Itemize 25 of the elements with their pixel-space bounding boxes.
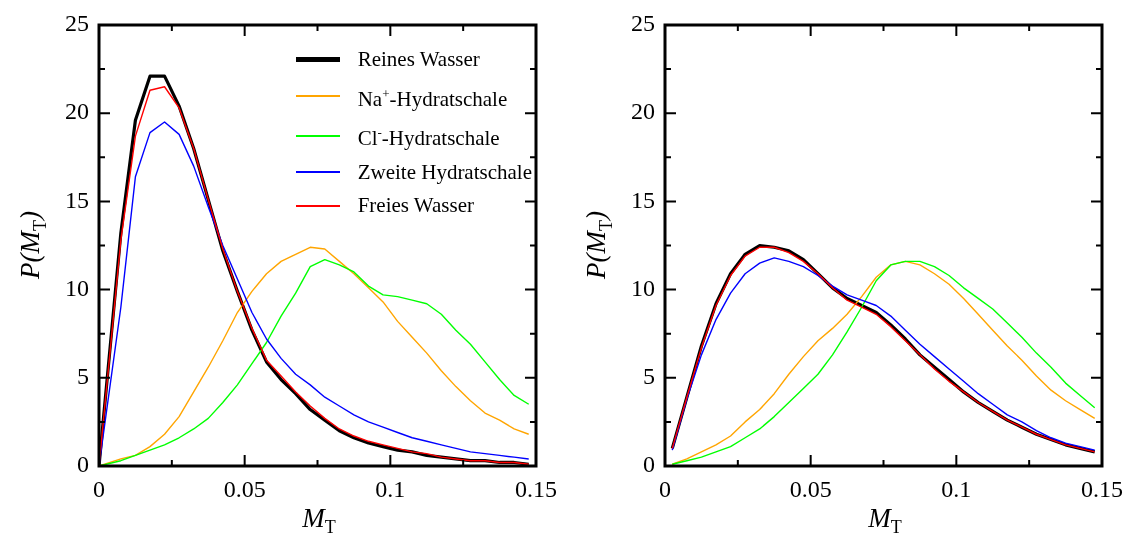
y-tick-label: 5 xyxy=(643,363,655,390)
x-axis-title: M$_{T}$ xyxy=(302,503,336,539)
legend-label: Freies Wasser xyxy=(357,192,474,219)
x-tick-label: 0.1 xyxy=(941,475,972,502)
x-axis-title: M$_{T}$ xyxy=(868,503,902,539)
x-tick-label: 0.05 xyxy=(223,475,266,502)
x-tick-label: 0.1 xyxy=(375,475,406,502)
legend-label: Zweite Hydratschale xyxy=(357,158,532,186)
legend-label: Na$^{+}$-Hydratschale xyxy=(357,84,508,113)
y-tick-label: 20 xyxy=(65,98,89,125)
y-tick-label: 0 xyxy=(77,451,89,478)
x-tick-label: 0.05 xyxy=(789,475,832,502)
y-tick-label: 0 xyxy=(643,451,655,478)
legend-label: Reines Wasser xyxy=(357,46,480,73)
y-tick-label: 15 xyxy=(631,186,655,213)
y-tick-label: 15 xyxy=(65,186,89,213)
y-tick-label: 10 xyxy=(631,274,655,301)
x-tick-label: 0.15 xyxy=(1081,475,1123,502)
legend-label: Cl$^{-}$-Hydratschale xyxy=(357,124,500,152)
y-tick-label: 25 xyxy=(65,10,89,37)
x-tick-label: 0.15 xyxy=(515,475,557,502)
y-tick-label: 10 xyxy=(65,274,89,301)
y-tick-label: 20 xyxy=(631,98,655,125)
y-tick-label: 25 xyxy=(631,10,655,37)
y-tick-label: 5 xyxy=(77,363,89,390)
